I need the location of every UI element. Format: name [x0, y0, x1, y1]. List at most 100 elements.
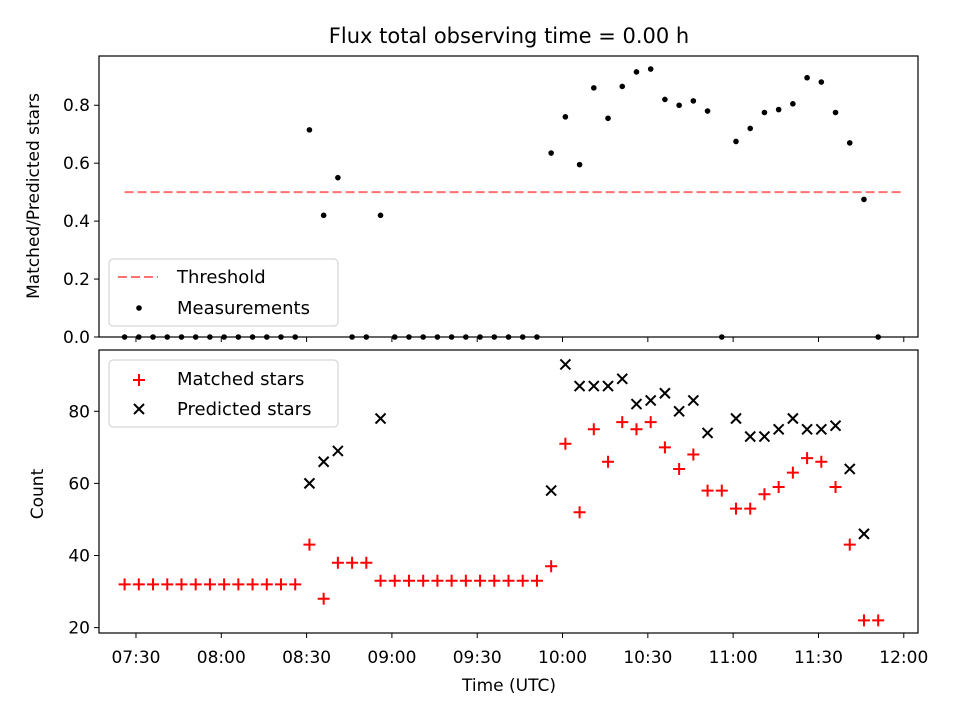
- bottom-y-tick-label: 80: [68, 402, 90, 422]
- bottom-y-axis-label: Count: [28, 468, 48, 519]
- measurement-point: [818, 79, 825, 85]
- top-legend-box: [108, 258, 339, 327]
- measurement-point: [377, 212, 384, 219]
- matched-star-point: [189, 578, 202, 591]
- measurement-point: [633, 69, 640, 75]
- matched-star-point: [417, 574, 430, 587]
- bottom-y-ticks: 20 40 60 80: [68, 402, 99, 639]
- predicted-star-point: [673, 405, 685, 417]
- matched-star-point: [260, 578, 273, 591]
- matched-star-point: [516, 574, 529, 587]
- measurements-legend-label: Measurements: [177, 298, 310, 319]
- predicted-star-point: [616, 373, 628, 385]
- predicted-star-point: [602, 380, 614, 392]
- top-y-tick-label: 0.2: [63, 270, 90, 290]
- matched-star-point: [530, 574, 543, 587]
- matched-star-point: [829, 480, 842, 493]
- measurement-point: [804, 74, 810, 81]
- predicted-star-point: [701, 427, 714, 439]
- predicted-star-point: [559, 358, 572, 371]
- matched-star-point: [843, 538, 856, 551]
- measurement-point: [662, 96, 668, 103]
- predicted-legend-label: Predicted stars: [177, 399, 311, 420]
- x-tick-label: 08:30: [282, 648, 331, 668]
- matched-star-point: [147, 578, 160, 591]
- measurement-point: [690, 98, 697, 104]
- measurement-point: [704, 108, 711, 114]
- chart-title: Flux total observing time = 0.00 h: [329, 24, 689, 48]
- matched-star-point: [175, 578, 188, 591]
- measurement-point: [832, 109, 839, 116]
- predicted-star-point: [744, 430, 756, 443]
- bottom-legend: Matched stars Predicted stars: [108, 359, 339, 428]
- x-tick-label: 07:30: [111, 648, 160, 668]
- top-legend: Threshold Measurements: [108, 258, 339, 327]
- top-y-tick-label: 0.8: [63, 96, 90, 116]
- matched-star-point: [388, 574, 401, 587]
- top-y-axis-label: Matched/Predicted stars: [24, 93, 44, 299]
- predicted-star-point: [772, 423, 785, 436]
- bottom-legend-box: [108, 359, 339, 428]
- predicted-star-point: [815, 423, 828, 436]
- matched-star-point: [232, 578, 245, 591]
- matched-star-point: [630, 423, 643, 436]
- predicted-star-point: [374, 412, 387, 425]
- matched-star-point: [502, 574, 515, 587]
- matched-star-point: [431, 574, 444, 587]
- matched-star-point: [317, 592, 330, 605]
- matched-star-point: [246, 578, 259, 591]
- bottom-axes-frame: [98, 349, 919, 634]
- matched-star-point: [744, 502, 757, 515]
- matched-star-point: [275, 578, 287, 591]
- predicted-star-point: [588, 380, 600, 392]
- matched-star-point: [644, 416, 657, 429]
- predicted-star-point: [659, 387, 671, 399]
- matched-star-point: [687, 448, 700, 461]
- measurement-point: [733, 138, 739, 145]
- bottom-plot-area: [118, 358, 885, 627]
- matched-star-point: [815, 455, 828, 468]
- predicted-star-point: [801, 423, 813, 436]
- measurement-point: [676, 102, 682, 109]
- matched-star-point: [545, 560, 558, 573]
- threshold-legend-label: Threshold: [176, 267, 266, 288]
- measurement-point: [761, 109, 768, 116]
- matched-star-point: [118, 578, 131, 591]
- measurement-point: [306, 127, 313, 133]
- measurement-point: [335, 174, 341, 181]
- measurement-point: [775, 106, 782, 113]
- matched-star-point: [303, 538, 316, 551]
- measurement-point: [790, 100, 796, 107]
- predicted-star-point: [844, 463, 856, 475]
- measurement-point: [562, 114, 569, 120]
- predicted-star-point: [687, 394, 700, 407]
- predicted-star-point: [332, 445, 344, 457]
- top-axes-frame: [98, 55, 919, 338]
- x-tick-label: 08:00: [197, 648, 246, 668]
- matched-star-point: [786, 466, 799, 479]
- measurement-point: [591, 85, 597, 91]
- predicted-star-point: [644, 394, 657, 407]
- matched-star-point: [218, 578, 231, 591]
- predicted-star-point: [545, 484, 557, 497]
- x-tick-label: 12:00: [879, 648, 928, 668]
- bottom-y-tick-label: 20: [68, 619, 90, 639]
- predicted-star-point: [730, 412, 742, 425]
- matched-star-point: [573, 506, 586, 519]
- measurement-point: [747, 125, 754, 132]
- top-panel: 0.00.20.40.60.8 Matched/Predicted stars …: [24, 55, 919, 348]
- measurement-point: [576, 161, 583, 168]
- matched-star-point: [616, 416, 629, 429]
- matched-star-point: [459, 574, 472, 587]
- matched-star-point: [801, 452, 814, 465]
- bottom-y-tick-label: 40: [68, 546, 90, 566]
- measurement-point: [548, 150, 554, 156]
- top-y-tick-label: 0.6: [63, 154, 90, 174]
- predicted-star-point: [573, 380, 586, 392]
- matched-star-point: [587, 423, 600, 436]
- x-tick-label: 09:00: [367, 648, 416, 668]
- matched-star-point: [715, 484, 728, 497]
- measurement-point: [861, 196, 867, 203]
- matched-star-point: [474, 574, 487, 587]
- matched-star-point: [701, 484, 714, 497]
